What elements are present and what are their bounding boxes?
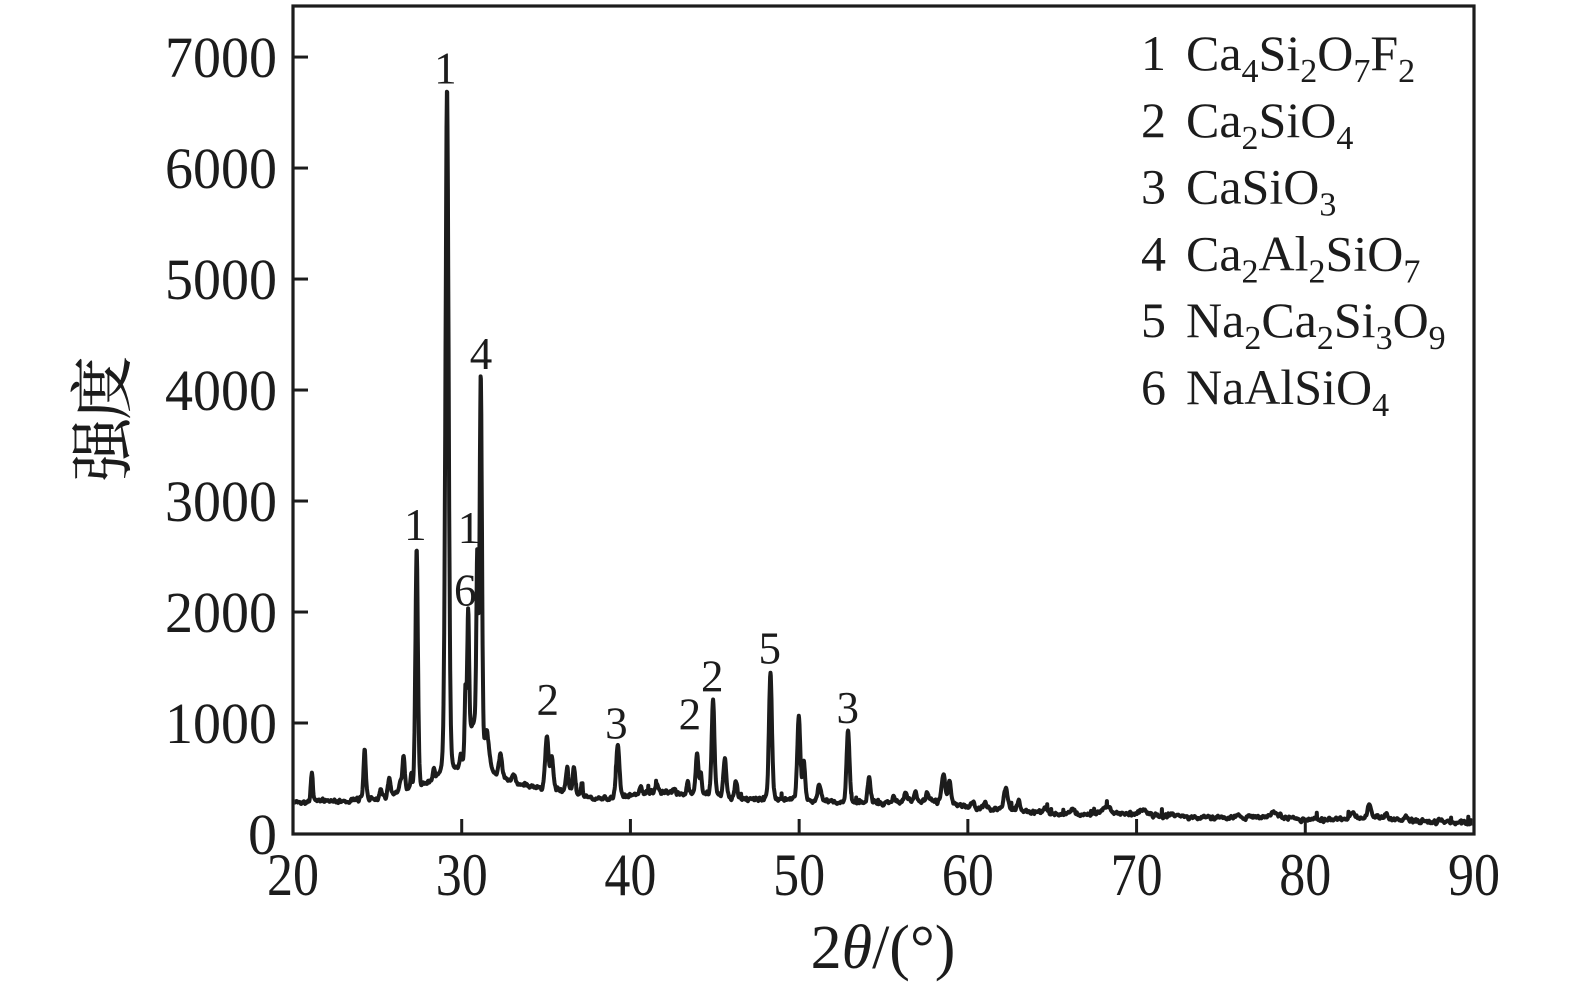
peak-label-1-1: 1 xyxy=(434,44,457,94)
x-axis-tick-labels: 20 30 40 50 60 70 80 90 xyxy=(267,842,1500,908)
y-tick-label-0: 0 xyxy=(248,802,277,867)
x-tick-label-50: 50 xyxy=(773,842,825,908)
plot-border xyxy=(291,4,1476,836)
legend-item-6: 6 NaAlSiO4 xyxy=(1141,359,1389,424)
legend-item-2: 2 Ca2SiO4 xyxy=(1141,92,1353,157)
x-tick-label-30: 30 xyxy=(436,842,488,908)
y-tick-label-5000: 5000 xyxy=(165,247,277,312)
y-tick-label-7000: 7000 xyxy=(165,25,277,90)
y-tick-label-4000: 4000 xyxy=(165,358,277,423)
legend-item-3: 3 CaSiO3 xyxy=(1141,159,1336,224)
y-axis-title xyxy=(70,357,131,481)
x-tick-label-90: 90 xyxy=(1448,842,1500,908)
x-axis-title: 2θ/(°) xyxy=(811,914,956,982)
legend-item-1: 1 Ca4Si2O7F2 xyxy=(1141,25,1415,90)
y-axis-tick-labels: 0 1000 2000 3000 4000 5000 6000 7000 xyxy=(165,25,277,867)
peak-label-2-8: 2 xyxy=(701,651,724,701)
peak-label-3-10: 3 xyxy=(836,683,859,733)
x-tick-label-80: 80 xyxy=(1279,842,1331,908)
x-tick-label-70: 70 xyxy=(1111,842,1163,908)
y-tick-label-1000: 1000 xyxy=(165,691,277,756)
y-tick-label-6000: 6000 xyxy=(165,136,277,201)
peak-label-1-0: 1 xyxy=(404,500,427,550)
x-tick-label-60: 60 xyxy=(942,842,994,908)
peak-label-2-5: 2 xyxy=(537,675,560,725)
y-axis-title-glyph-du xyxy=(70,357,131,418)
y-axis-ticks xyxy=(294,55,308,725)
y-tick-label-3000: 3000 xyxy=(165,469,277,534)
peak-label-3-6: 3 xyxy=(605,699,628,749)
x-tick-label-20: 20 xyxy=(267,842,319,908)
peak-label-4-4: 4 xyxy=(470,329,493,379)
xrd-trace-series xyxy=(294,89,1473,827)
peak-label-1-3: 1 xyxy=(458,503,481,553)
legend-item-4: 4 Ca2Al2SiO7 xyxy=(1141,225,1420,290)
peak-label-2-7: 2 xyxy=(679,690,702,740)
legend-item-5: 5 Na2Ca2Si3O9 xyxy=(1141,292,1446,357)
y-axis-title-glyph-qiang xyxy=(71,420,131,481)
x-tick-label-40: 40 xyxy=(604,842,656,908)
x-axis-ticks xyxy=(460,819,1307,833)
peak-label-5-9: 5 xyxy=(759,624,782,674)
peak-label-6-2: 6 xyxy=(454,565,477,615)
y-tick-label-2000: 2000 xyxy=(165,580,277,645)
